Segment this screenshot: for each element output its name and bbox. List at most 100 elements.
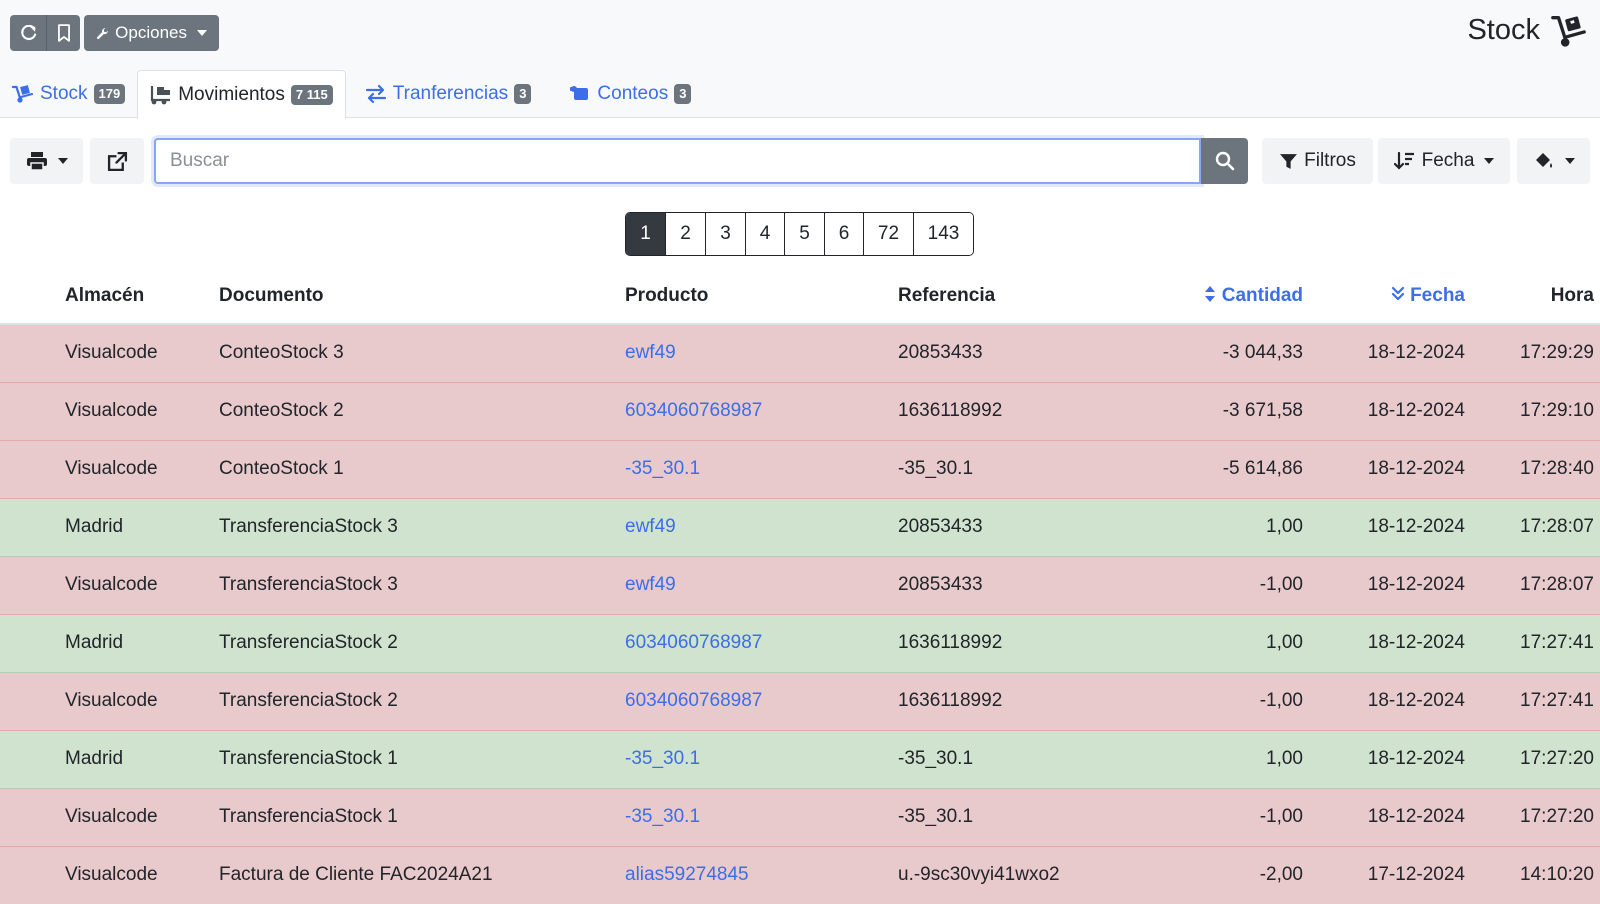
pagination: 1 2 3 4 5 6 72 143: [625, 212, 974, 256]
column-header-documento[interactable]: Documento: [219, 269, 625, 325]
exchange-icon: [365, 84, 386, 104]
wrench-icon: [96, 27, 108, 39]
cell-almacen: Madrid: [0, 498, 219, 557]
tab-movimientos[interactable]: Movimientos 7 115: [137, 70, 346, 119]
cell-referencia: -35_30.1: [898, 730, 1101, 789]
cell-referencia: -35_30.1: [898, 440, 1101, 499]
options-dropdown-button[interactable]: Opciones: [84, 15, 219, 51]
cell-fecha: 18-12-2024: [1303, 730, 1465, 789]
filters-button[interactable]: Filtros: [1262, 138, 1373, 184]
cell-cantidad: 1,00: [1101, 614, 1303, 673]
cell-documento: ConteoStock 2: [219, 382, 625, 441]
print-icon: [26, 152, 47, 171]
truck-loading-icon: [151, 85, 171, 104]
cell-hora: 17:28:07: [1465, 498, 1600, 557]
top-bar: Opciones Stock Stock 179 Movimientos 7 1…: [0, 0, 1600, 119]
tab-stock-label: Stock: [40, 83, 88, 104]
column-header-fecha[interactable]: Fecha: [1303, 269, 1465, 325]
cell-hora: 17:29:29: [1465, 324, 1600, 383]
cell-referencia: 20853433: [898, 498, 1101, 557]
cell-cantidad: -1,00: [1101, 556, 1303, 615]
cell-referencia: -35_30.1: [898, 788, 1101, 847]
product-link[interactable]: 6034060768987: [625, 400, 763, 421]
cell-producto: 6034060768987: [625, 382, 898, 441]
cell-cantidad: -2,00: [1101, 846, 1303, 904]
cell-documento: ConteoStock 3: [219, 324, 625, 383]
refresh-icon: [20, 24, 36, 40]
product-link[interactable]: ewf49: [625, 574, 676, 595]
cell-referencia: 20853433: [898, 324, 1101, 383]
column-header-almacen[interactable]: Almacén: [0, 269, 219, 325]
product-link[interactable]: 6034060768987: [625, 690, 763, 711]
product-link[interactable]: ewf49: [625, 516, 676, 537]
bookmark-button[interactable]: [47, 15, 80, 51]
page-button[interactable]: 143: [913, 213, 973, 255]
cell-cantidad: -1,00: [1101, 788, 1303, 847]
cell-referencia: 20853433: [898, 556, 1101, 615]
column-header-cantidad[interactable]: Cantidad: [1101, 269, 1303, 325]
page-button[interactable]: 1: [626, 213, 665, 255]
product-link[interactable]: -35_30.1: [625, 806, 701, 827]
tab-stock[interactable]: Stock 179: [0, 70, 137, 118]
tab-movimientos-label: Movimientos: [178, 83, 285, 105]
cell-producto: -35_30.1: [625, 730, 898, 789]
tab-bar: Stock 179 Movimientos 7 115 Tranferencia…: [0, 70, 703, 119]
page-button[interactable]: 5: [784, 213, 824, 255]
table-row[interactable]: Visualcode TransferenciaStock 1 -35_30.1 -3…: [0, 788, 1600, 847]
cell-hora: 17:27:41: [1465, 614, 1600, 673]
page-button[interactable]: 3: [705, 213, 745, 255]
page-button[interactable]: 4: [745, 213, 784, 255]
cell-hora: 17:28:07: [1465, 556, 1600, 615]
table-row[interactable]: Visualcode ConteoStock 3 ewf49 20853433 -3 0…: [0, 324, 1600, 383]
table-row[interactable]: Madrid TransferenciaStock 3 ewf49 20853433 1…: [0, 498, 1600, 557]
product-link[interactable]: ewf49: [625, 342, 676, 364]
table-row[interactable]: Visualcode Factura de Cliente FAC2024A21 a…: [0, 846, 1600, 904]
page-button[interactable]: 6: [824, 213, 863, 255]
dolly-icon: [12, 85, 34, 103]
cell-documento: TransferenciaStock 2: [219, 672, 625, 731]
page-button[interactable]: 72: [863, 213, 913, 255]
external-link-icon: [107, 151, 127, 171]
table-row[interactable]: Madrid TransferenciaStock 1 -35_30.1 -35_30…: [0, 730, 1600, 789]
refresh-button[interactable]: [10, 15, 47, 51]
search-icon: [1215, 151, 1234, 171]
product-link[interactable]: alias59274845: [625, 864, 749, 885]
color-dropdown-button[interactable]: [1517, 138, 1590, 184]
cell-fecha: 18-12-2024: [1303, 498, 1465, 557]
tab-movimientos-count-badge: 7 115: [290, 84, 333, 105]
print-dropdown-button[interactable]: [10, 138, 83, 184]
dolly-icon: [1551, 16, 1586, 47]
cell-cantidad: -1,00: [1101, 672, 1303, 731]
cell-fecha: 17-12-2024: [1303, 846, 1465, 904]
cell-almacen: Visualcode: [0, 324, 219, 383]
cell-cantidad: -3 044,33: [1101, 324, 1303, 383]
tab-conteos-count-badge: 3: [674, 84, 692, 104]
column-header-hora[interactable]: Hora: [1465, 269, 1600, 325]
column-header-referencia[interactable]: Referencia: [898, 269, 1101, 325]
page-button[interactable]: 2: [665, 213, 705, 255]
table-row[interactable]: Visualcode TransferenciaStock 3 ewf49 20853…: [0, 556, 1600, 615]
tab-conteos-label: Conteos: [597, 83, 669, 104]
tab-tranferencias-count-badge: 3: [514, 84, 532, 104]
table-row[interactable]: Visualcode ConteoStock 1 -35_30.1 -35_30.1-…: [0, 440, 1600, 499]
export-button[interactable]: [90, 138, 144, 184]
table-row[interactable]: Madrid TransferenciaStock 2 6034060768987 1…: [0, 614, 1600, 673]
cell-documento: Factura de Cliente FAC2024A21: [219, 846, 625, 904]
tab-tranferencias-label: Tranferencias: [392, 83, 509, 104]
search-input[interactable]: [154, 138, 1201, 184]
cell-documento: TransferenciaStock 1: [219, 788, 625, 847]
product-link[interactable]: 6034060768987: [625, 632, 763, 653]
tab-tranferencias[interactable]: Tranferencias 3: [353, 70, 544, 118]
cell-documento: TransferenciaStock 1: [219, 730, 625, 789]
sort-dropdown-button[interactable]: Fecha: [1378, 138, 1510, 184]
chevron-down-icon: [1564, 158, 1575, 164]
tab-conteos[interactable]: Conteos 3: [557, 70, 703, 118]
cell-documento: ConteoStock 1: [219, 440, 625, 499]
search-button[interactable]: [1201, 138, 1248, 184]
table-row[interactable]: Visualcode ConteoStock 2 6034060768987 1636…: [0, 382, 1600, 441]
table-row[interactable]: Visualcode TransferenciaStock 2 6034060768…: [0, 672, 1600, 731]
cell-fecha: 18-12-2024: [1303, 614, 1465, 673]
product-link[interactable]: -35_30.1: [625, 458, 701, 479]
product-link[interactable]: -35_30.1: [625, 748, 701, 769]
column-header-producto[interactable]: Producto: [625, 269, 898, 325]
